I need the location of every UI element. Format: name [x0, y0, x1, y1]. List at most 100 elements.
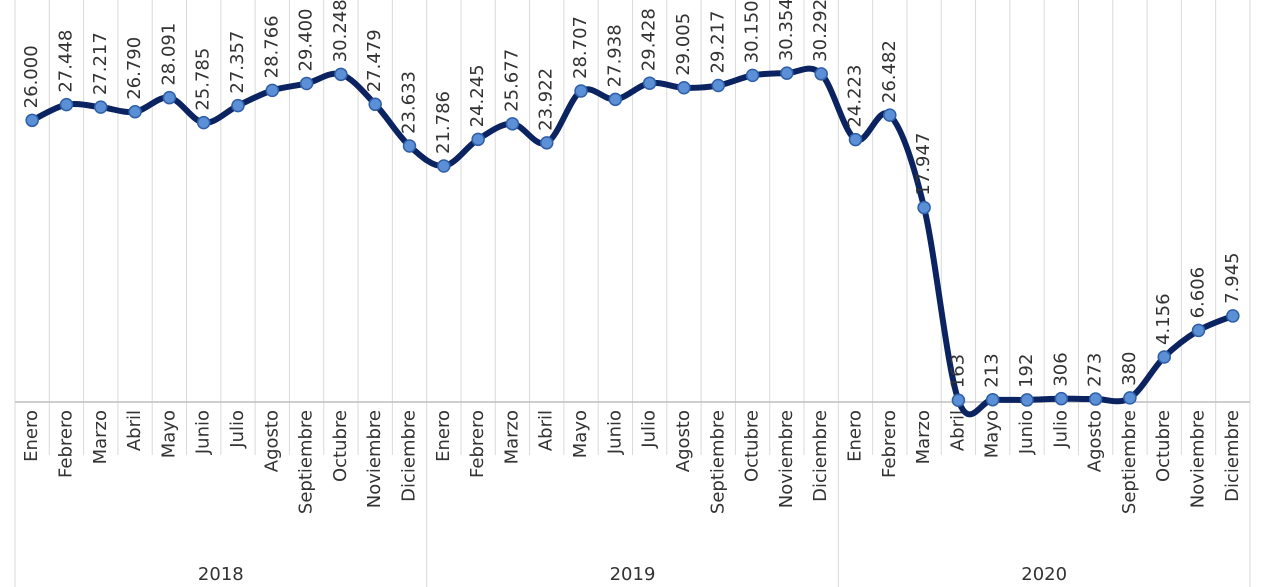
x-tick-label: Octubre: [1153, 410, 1174, 482]
x-tick-label: Abril: [124, 410, 145, 451]
marker: [1054, 391, 1069, 406]
marker: [368, 97, 382, 112]
data-label: 27.357: [227, 31, 248, 94]
x-tick-label: Septiembre: [707, 410, 728, 514]
x-tick-label: Octubre: [742, 410, 763, 482]
marker: [780, 66, 794, 80]
marker: [196, 115, 211, 130]
data-label: 380: [1119, 352, 1140, 386]
data-label: 26.790: [124, 37, 145, 100]
data-label: 25.677: [501, 49, 522, 112]
x-tick-label: Enero: [21, 410, 42, 462]
marker: [608, 92, 623, 107]
data-label: 30.248: [330, 0, 351, 62]
x-tick-label: Enero: [433, 410, 454, 462]
data-label: 27.938: [604, 24, 625, 87]
x-tick-label: Junio: [604, 410, 625, 455]
data-label: 24.245: [467, 64, 488, 127]
x-tick-label: Septiembre: [296, 410, 317, 514]
data-label: 163: [947, 354, 968, 388]
marker: [1191, 323, 1206, 338]
marker: [1123, 391, 1137, 405]
marker: [917, 200, 931, 215]
marker: [1226, 309, 1240, 323]
marker: [505, 117, 520, 131]
data-label: 24.223: [844, 65, 865, 128]
data-label: 28.766: [261, 15, 282, 78]
x-tick-label: Junio: [193, 410, 214, 455]
data-label: 27.479: [364, 29, 385, 92]
data-label: 7.945: [1222, 252, 1243, 304]
marker: [642, 76, 657, 90]
data-label: 25.785: [193, 48, 214, 111]
x-tick-label: Agosto: [261, 410, 282, 472]
data-label: 30.292: [810, 0, 831, 62]
data-label: 306: [1050, 352, 1071, 386]
marker: [1088, 392, 1103, 406]
marker: [334, 67, 348, 82]
x-tick-label: Febrero: [467, 410, 488, 478]
marker: [299, 76, 314, 91]
marker: [951, 393, 966, 407]
data-label: 23.922: [536, 68, 557, 131]
marker: [402, 139, 417, 153]
marker: [162, 90, 177, 105]
marker: [437, 159, 451, 173]
x-tick-label: Septiembre: [1119, 410, 1140, 514]
x-tick-label: Diciembre: [810, 410, 831, 502]
marker: [539, 136, 554, 150]
data-label: 23.633: [399, 71, 420, 134]
marker: [265, 83, 280, 98]
x-tick-label: Mayo: [982, 410, 1003, 458]
marker: [745, 68, 760, 83]
marker: [574, 84, 588, 98]
x-tick-label: Agosto: [1085, 410, 1106, 472]
x-tick-label: Julio: [639, 410, 660, 449]
x-tick-label: Noviembre: [776, 410, 797, 508]
marker: [59, 97, 74, 112]
marker: [231, 98, 245, 113]
data-label: 28.091: [158, 23, 179, 86]
x-tick-label: Diciembre: [399, 410, 420, 502]
group-label: 2020: [1021, 564, 1067, 585]
marker: [677, 81, 691, 95]
x-tick-label: Marzo: [913, 410, 934, 464]
x-tick-label: Mayo: [158, 410, 179, 458]
data-label: 6.606: [1188, 267, 1209, 319]
data-label: 4.156: [1153, 293, 1174, 345]
x-tick-label: Abril: [536, 410, 557, 451]
data-label: 26.000: [21, 45, 42, 108]
marker: [1157, 350, 1171, 364]
x-tick-label: Julio: [1050, 410, 1071, 449]
data-label: 213: [982, 353, 1003, 387]
marker: [94, 100, 108, 114]
data-label: 30.150: [742, 0, 763, 63]
data-label: 17.947: [913, 133, 934, 196]
x-tick-label: Octubre: [330, 410, 351, 482]
x-tick-label: Junio: [1016, 410, 1037, 455]
marker: [1020, 393, 1034, 407]
marker: [848, 132, 863, 147]
data-label: 26.482: [879, 40, 900, 103]
marker: [25, 113, 39, 128]
group-label: 2018: [198, 564, 244, 585]
x-tick-label: Enero: [844, 410, 865, 462]
marker: [471, 132, 485, 147]
data-label: 29.428: [639, 8, 660, 71]
data-label: 273: [1085, 353, 1106, 387]
marker: [883, 108, 897, 122]
x-tick-label: Marzo: [501, 410, 522, 464]
marker: [711, 78, 726, 93]
data-label: 27.448: [55, 30, 76, 93]
data-label: 28.707: [570, 16, 591, 79]
data-label: 29.217: [707, 10, 728, 73]
x-tick-label: Julio: [227, 410, 248, 449]
data-label: 30.354: [776, 0, 797, 61]
group-label: 2019: [610, 564, 656, 585]
x-tick-label: Noviembre: [1188, 410, 1209, 508]
data-label: 29.005: [673, 13, 694, 76]
x-tick-label: Mayo: [570, 410, 591, 458]
marker: [128, 105, 142, 119]
data-label: 27.217: [90, 32, 111, 95]
x-tick-label: Diciembre: [1222, 410, 1243, 502]
